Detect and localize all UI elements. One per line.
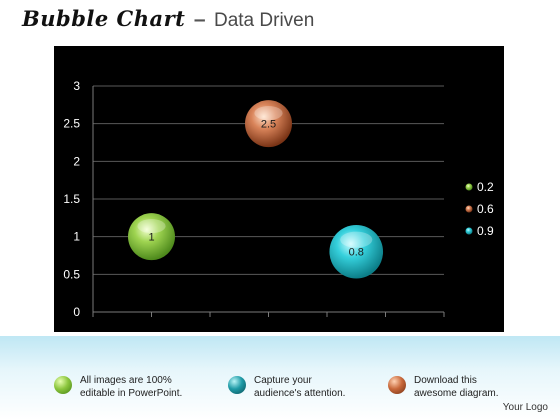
bubble-highlight (137, 219, 166, 234)
y-tick-label: 1 (73, 230, 80, 244)
teal-ball-icon (228, 376, 246, 394)
brown-ball-icon (388, 376, 406, 394)
bubble-0.2 (128, 213, 175, 261)
y-tick-label: 2.5 (63, 117, 80, 131)
feature-text: Capture your audience's attention. (254, 375, 346, 399)
legend-marker (465, 183, 473, 191)
logo-text: Your Logo (502, 402, 548, 413)
bubble-0.9 (329, 224, 384, 279)
bubble-data-label: 1 (148, 232, 154, 244)
legend-label: 0.9 (477, 224, 494, 238)
page-title: Bubble Chart – Data Driven (22, 6, 314, 36)
y-tick-label: 0.5 (63, 267, 80, 281)
y-tick-label: 1.5 (63, 192, 80, 206)
feature-text: All images are 100% editable in PowerPoi… (80, 375, 183, 399)
bubble-data-label: 0.8 (349, 247, 364, 259)
feature-item-download: Download this awesome diagram. (388, 374, 534, 404)
y-tick-label: 2 (73, 154, 80, 168)
y-tick-label: 3 (73, 79, 80, 93)
legend-marker (465, 205, 473, 213)
feature-item-editable: All images are 100% editable in PowerPoi… (54, 374, 200, 404)
y-tick-label: 0 (73, 305, 80, 319)
legend-label: 0.2 (477, 180, 494, 194)
bottom-band (0, 336, 560, 420)
title-subtitle: Data Driven (213, 10, 315, 31)
bubble-highlight (340, 231, 373, 248)
legend-label: 0.6 (477, 202, 494, 216)
feature-item-attention: Capture your audience's attention. (228, 374, 374, 404)
legend-marker (465, 227, 473, 235)
title-dash: – (193, 8, 206, 31)
bubble-0.6 (245, 100, 292, 148)
green-ball-icon (54, 376, 72, 394)
chart-panel: 0 0.5 1 1.5 2 2.5 3 1 2.5 0.8 0.2 0.6 0.9 (54, 46, 504, 332)
bubble-highlight (254, 106, 283, 121)
bubble-data-label: 2.5 (261, 119, 276, 131)
bubble-chart: 0 0.5 1 1.5 2 2.5 3 1 2.5 0.8 0.2 0.6 0.9 (63, 79, 494, 319)
title-main: Bubble Chart (22, 6, 186, 31)
feature-text: Download this awesome diagram. (414, 375, 499, 399)
